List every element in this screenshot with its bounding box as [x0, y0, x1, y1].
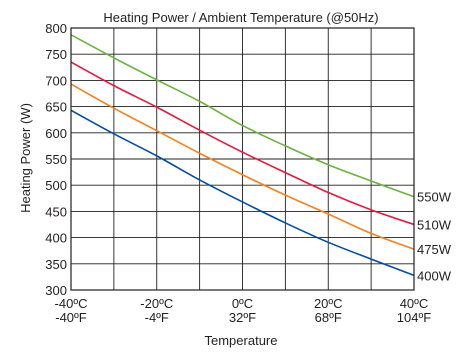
x-axis-label: Temperature [205, 333, 278, 348]
series-label-550w: 550W [417, 190, 452, 205]
x-tick-label-celsius: -20ºC [140, 296, 173, 311]
y-tick-label: 550 [45, 152, 67, 167]
grid [71, 28, 414, 290]
y-tick-label: 650 [45, 100, 67, 115]
series-label-400w: 400W [417, 268, 452, 283]
x-tick-label-fahrenheit: 32ºF [229, 310, 256, 325]
series-labels: 550W 510W 475W 400W [417, 190, 452, 284]
y-tick-label: 800 [45, 21, 67, 36]
y-tick-label: 350 [45, 257, 67, 272]
y-tick-label: 700 [45, 73, 67, 88]
y-tick-label: 750 [45, 47, 67, 62]
x-tick-label-fahrenheit: -40ºF [55, 310, 87, 325]
chart-title: Heating Power / Ambient Temperature (@50… [103, 10, 378, 25]
x-tick-label-fahrenheit: 68ºF [315, 310, 342, 325]
x-tick-label-fahrenheit: -4ºF [145, 310, 169, 325]
y-tick-label: 400 [45, 231, 67, 246]
y-axis-label: Heating Power (W) [18, 103, 33, 213]
series-label-510w: 510W [417, 218, 452, 233]
y-tick-label: 450 [45, 204, 67, 219]
y-tick-label: 600 [45, 126, 67, 141]
series-label-475w: 475W [417, 242, 452, 257]
x-tick-label-fahrenheit: 104ºF [397, 310, 431, 325]
x-tick-label-celsius: -40ºC [55, 296, 88, 311]
x-tick-label-celsius: 0ºC [232, 296, 253, 311]
y-tick-label: 500 [45, 178, 67, 193]
x-tick-label-celsius: 40ºC [400, 296, 429, 311]
x-tick-label-celsius: 20ºC [314, 296, 343, 311]
